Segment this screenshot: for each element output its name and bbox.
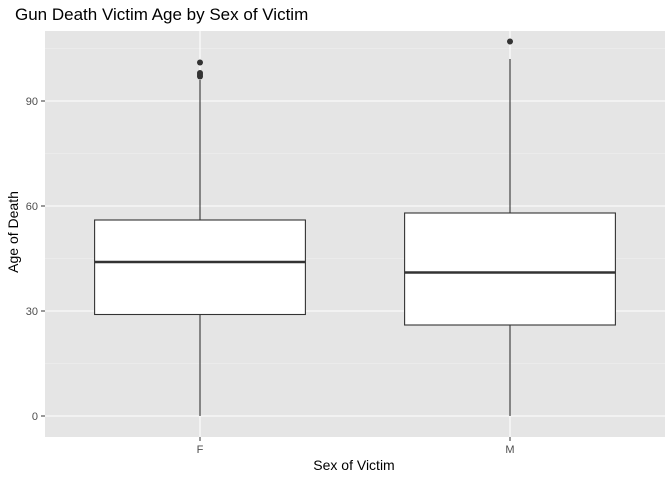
x-tick-label: M <box>505 444 514 456</box>
boxes <box>94 38 616 416</box>
box-F <box>94 59 306 416</box>
axes: 0 30 60 90 F M <box>26 96 515 456</box>
y-tick-label: 0 <box>32 411 38 423</box>
y-tick-label: 60 <box>26 201 38 213</box>
box-M <box>404 38 616 416</box>
box-body <box>94 219 306 316</box>
outlier-point <box>197 70 203 76</box>
x-tick-label: F <box>197 444 204 456</box>
box-body <box>404 212 616 326</box>
chart-title: Gun Death Victim Age by Sex of Victim <box>15 5 308 24</box>
x-axis-title: Sex of Victim <box>313 457 394 473</box>
y-tick-label: 30 <box>26 306 38 318</box>
outlier-point <box>197 59 203 66</box>
y-axis-title: Age of Death <box>5 191 21 273</box>
outlier-point <box>507 38 513 45</box>
y-tick-label: 90 <box>26 96 38 108</box>
